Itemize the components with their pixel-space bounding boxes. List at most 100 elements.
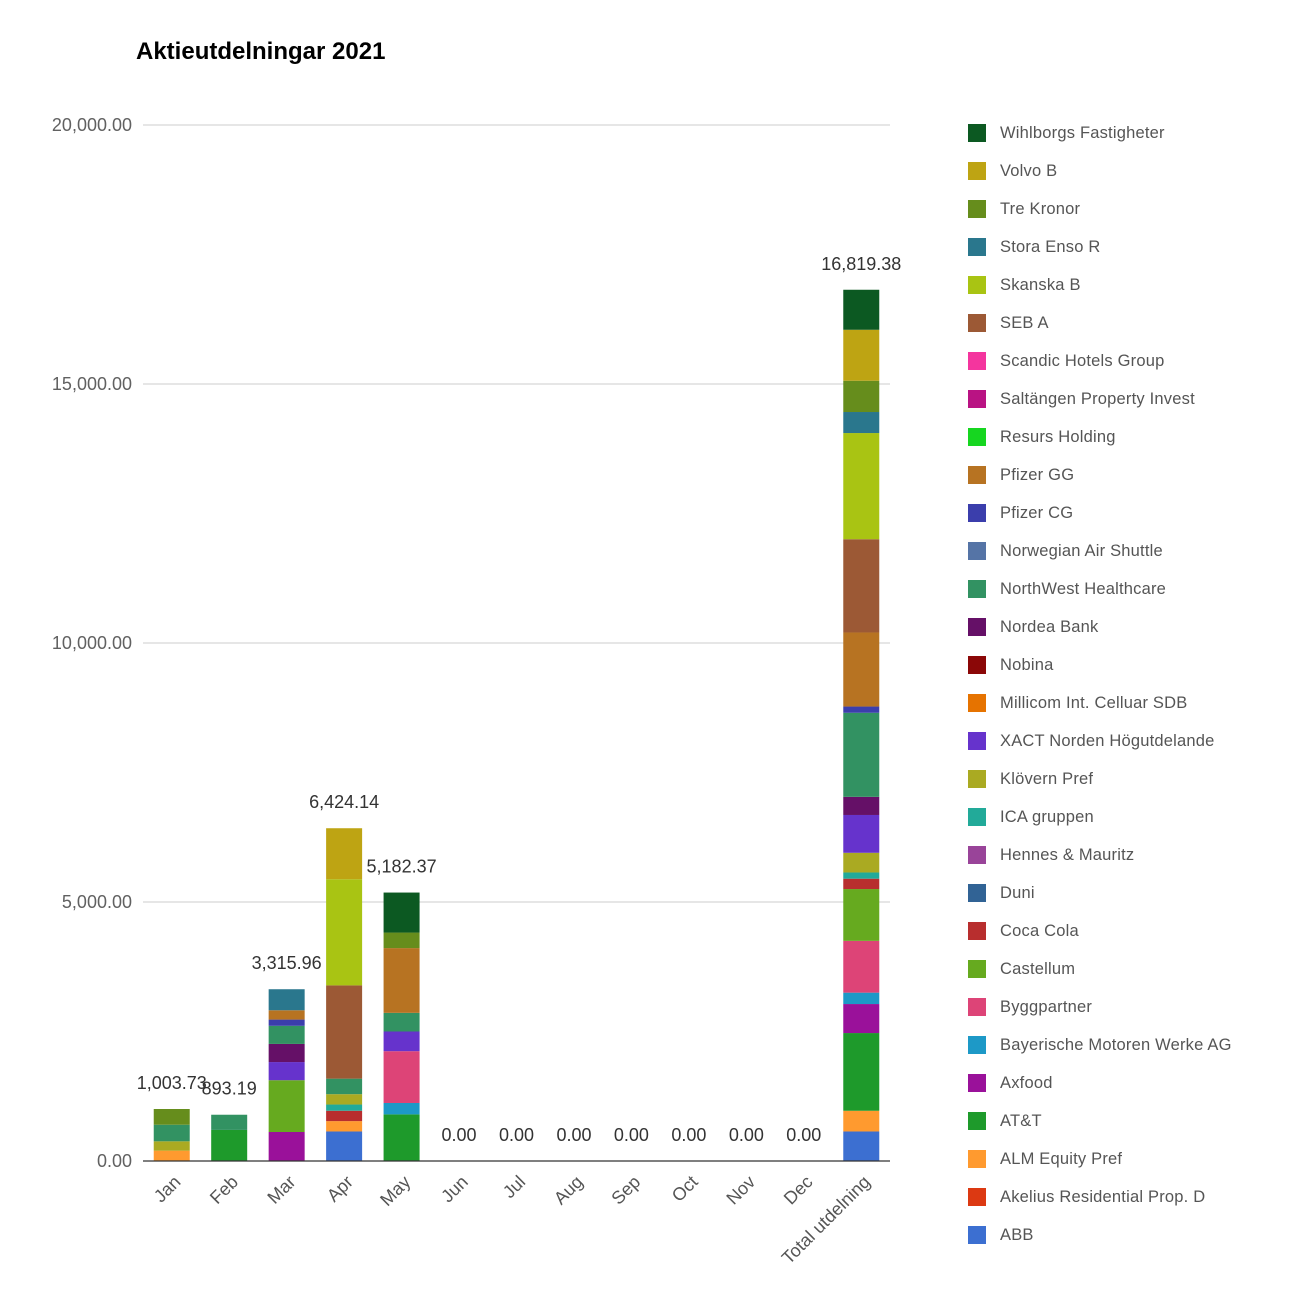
legend: Wihlborgs Fastigheter Volvo B Tre Kronor St… (968, 114, 1232, 1254)
bar-segment (153, 1109, 190, 1125)
x-tick-label: Oct (668, 1172, 702, 1206)
bar-segment (326, 828, 363, 880)
bar-segment (153, 1124, 190, 1142)
y-tick-label: 5,000.00 (62, 892, 132, 912)
legend-item: Byggpartner (968, 988, 1232, 1026)
bar-segment (153, 1150, 190, 1161)
legend-label: ALM Equity Pref (1000, 1149, 1123, 1168)
bar-segment (843, 852, 880, 873)
bar-segment (383, 1051, 420, 1103)
legend-item: ICA gruppen (968, 798, 1232, 836)
legend-label: Pfizer GG (1000, 465, 1075, 484)
legend-label: XACT Norden Högutdelande (1000, 731, 1215, 750)
total-value-label: 16,819.38 (821, 254, 901, 274)
legend-item: Tre Kronor (968, 190, 1232, 228)
bar-segment (383, 932, 420, 949)
legend-item: Resurs Holding (968, 418, 1232, 456)
legend-label: Pfizer CG (1000, 503, 1074, 522)
legend-swatch (968, 1188, 986, 1206)
bar-segment (843, 1004, 880, 1034)
x-tick-label: May (376, 1172, 414, 1210)
bar-segment (326, 985, 363, 1079)
x-tick-label: Feb (206, 1172, 242, 1208)
legend-label: AT&T (1000, 1111, 1042, 1130)
legend-label: Resurs Holding (1000, 427, 1116, 446)
bar-segment (843, 289, 880, 330)
legend-item: Pfizer CG (968, 494, 1232, 532)
legend-item: ALM Equity Pref (968, 1140, 1232, 1178)
legend-label: Hennes & Mauritz (1000, 845, 1135, 864)
legend-swatch (968, 1150, 986, 1168)
legend-swatch (968, 466, 986, 484)
legend-item: ABB (968, 1216, 1232, 1254)
legend-swatch (968, 580, 986, 598)
legend-swatch (968, 884, 986, 902)
y-tick-label: 20,000.00 (52, 115, 132, 135)
bar-segment (383, 948, 420, 1013)
legend-item: SEB A (968, 304, 1232, 342)
legend-swatch (968, 200, 986, 218)
bar-segment (843, 1131, 880, 1161)
bar-segment (843, 889, 880, 941)
legend-label: Tre Kronor (1000, 199, 1081, 218)
gridlines (143, 124, 890, 903)
legend-label: Stora Enso R (1000, 237, 1101, 256)
legend-swatch (968, 162, 986, 180)
legend-label: Coca Cola (1000, 921, 1079, 940)
x-tick-label: Apr (323, 1172, 357, 1206)
legend-item: Volvo B (968, 152, 1232, 190)
bar-segment (843, 872, 880, 879)
legend-label: Nordea Bank (1000, 617, 1099, 636)
bar-segment (383, 1012, 420, 1032)
legend-item: Klövern Pref (968, 760, 1232, 798)
bar-segment (268, 1019, 305, 1026)
bar-segment (843, 1110, 880, 1132)
legend-swatch (968, 694, 986, 712)
bars (153, 289, 880, 1161)
legend-label: ICA gruppen (1000, 807, 1094, 826)
x-axis-ticks: Jan Feb Mar Apr May Jun Jul Aug Sep Oct Nov DecTota… (150, 1172, 874, 1268)
legend-label: Millicom Int. Celluar SDB (1000, 693, 1188, 712)
bar-segment (383, 1031, 420, 1052)
legend-label: Saltängen Property Invest (1000, 389, 1195, 408)
legend-label: Wihlborgs Fastigheter (1000, 123, 1165, 142)
x-tick-label: Dec (780, 1172, 817, 1209)
y-tick-label: 10,000.00 (52, 633, 132, 653)
bar-segment (383, 1102, 420, 1115)
bar-segment (843, 1033, 880, 1111)
legend-swatch (968, 504, 986, 522)
bar-segment (843, 539, 880, 633)
bar-segment (326, 879, 363, 986)
legend-label: Castellum (1000, 959, 1076, 978)
total-value-label: 6,424.14 (309, 792, 379, 812)
legend-swatch (968, 1074, 986, 1092)
bar-segment (326, 1094, 363, 1105)
x-tick-label: Aug (550, 1172, 587, 1209)
legend-item: Coca Cola (968, 912, 1232, 950)
bar-segment (326, 1131, 363, 1161)
x-tick-label: Sep (607, 1172, 644, 1209)
legend-item: AT&T (968, 1102, 1232, 1140)
legend-item: Bayerische Motoren Werke AG (968, 1026, 1232, 1064)
legend-swatch (968, 846, 986, 864)
legend-label: ABB (1000, 1225, 1034, 1244)
legend-label: Klövern Pref (1000, 769, 1094, 788)
legend-swatch (968, 1226, 986, 1244)
legend-item: Castellum (968, 950, 1232, 988)
y-tick-label: 15,000.00 (52, 374, 132, 394)
bar-segment (843, 992, 880, 1005)
legend-label: Akelius Residential Prop. D (1000, 1187, 1206, 1206)
bar-segment (383, 1114, 420, 1161)
legend-item: Wihlborgs Fastigheter (968, 114, 1232, 152)
bar-segment (843, 814, 880, 853)
legend-swatch (968, 390, 986, 408)
legend-swatch (968, 998, 986, 1016)
legend-swatch (968, 1036, 986, 1054)
legend-swatch (968, 238, 986, 256)
total-value-label: 5,182.37 (367, 857, 437, 877)
legend-label: Nobina (1000, 655, 1054, 674)
legend-item: Nobina (968, 646, 1232, 684)
bar-segment (326, 1078, 363, 1095)
legend-item: Stora Enso R (968, 228, 1232, 266)
bar-segment (843, 712, 880, 797)
